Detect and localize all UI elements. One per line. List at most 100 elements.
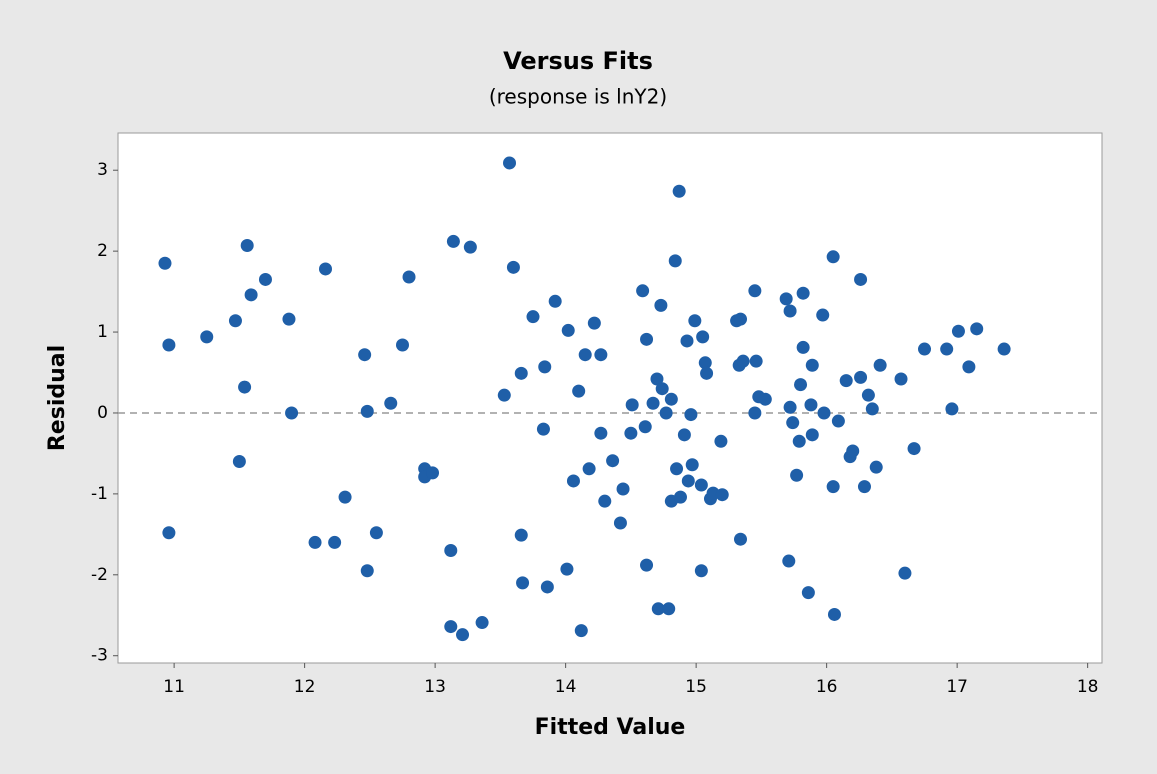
- data-point: [402, 270, 416, 284]
- data-point: [646, 396, 660, 410]
- data-point: [805, 428, 819, 442]
- data-point: [574, 624, 588, 638]
- data-point: [918, 342, 932, 356]
- data-point: [238, 380, 252, 394]
- data-point: [854, 272, 868, 286]
- data-point: [625, 398, 639, 412]
- data-point: [673, 490, 687, 504]
- data-point: [894, 372, 908, 386]
- data-point: [681, 474, 695, 488]
- data-point: [826, 250, 840, 264]
- data-point: [446, 234, 460, 248]
- data-point: [831, 414, 845, 428]
- data-point: [444, 620, 458, 634]
- data-point: [162, 338, 176, 352]
- data-point: [869, 460, 883, 474]
- data-point: [338, 490, 352, 504]
- data-point: [540, 580, 554, 594]
- y-tick-label: 1: [97, 322, 108, 342]
- data-point: [854, 370, 868, 384]
- data-point: [749, 354, 763, 368]
- data-point: [794, 378, 808, 392]
- data-point: [548, 294, 562, 308]
- data-point: [748, 284, 762, 298]
- data-point: [640, 558, 654, 572]
- data-point: [650, 372, 664, 386]
- x-tick-label: 16: [816, 677, 838, 697]
- data-point: [786, 416, 800, 430]
- data-point: [594, 348, 608, 362]
- data-point: [319, 262, 333, 276]
- x-tick-label: 15: [685, 677, 707, 697]
- data-point: [578, 348, 592, 362]
- data-point: [560, 562, 574, 576]
- data-point: [285, 406, 299, 420]
- data-point: [638, 420, 652, 434]
- data-point: [970, 322, 984, 336]
- data-point: [714, 434, 728, 448]
- data-point: [503, 156, 517, 170]
- data-point: [426, 466, 440, 480]
- data-point: [783, 304, 797, 318]
- data-point: [801, 586, 815, 600]
- data-point: [308, 535, 322, 549]
- data-point: [736, 354, 750, 368]
- y-axis-label: Residual: [45, 345, 70, 451]
- data-point: [456, 628, 470, 642]
- data-point: [898, 566, 912, 580]
- data-point: [613, 516, 627, 530]
- data-point: [162, 526, 176, 540]
- data-point: [640, 332, 654, 346]
- data-point: [384, 396, 398, 410]
- data-point: [962, 360, 976, 374]
- data-point: [696, 330, 710, 344]
- data-point: [662, 602, 676, 616]
- data-point: [624, 426, 638, 440]
- data-point: [792, 434, 806, 448]
- data-point: [758, 392, 772, 406]
- data-point: [536, 422, 550, 436]
- data-point: [158, 256, 172, 270]
- x-tick-label: 12: [294, 677, 316, 697]
- y-tick-label: 2: [97, 241, 108, 261]
- data-point: [817, 406, 831, 420]
- data-point: [857, 480, 871, 494]
- data-point: [526, 310, 540, 324]
- data-point: [997, 342, 1011, 356]
- data-point: [790, 468, 804, 482]
- data-point: [651, 602, 665, 616]
- data-point: [395, 338, 409, 352]
- data-point: [796, 340, 810, 354]
- data-point: [694, 564, 708, 578]
- data-point: [228, 314, 242, 328]
- data-point: [684, 408, 698, 422]
- x-tick-label: 13: [424, 677, 446, 697]
- data-point: [566, 474, 580, 488]
- data-point: [783, 400, 797, 414]
- data-point: [826, 480, 840, 494]
- data-point: [561, 323, 575, 337]
- data-point: [873, 358, 887, 372]
- data-point: [715, 488, 729, 502]
- data-point: [839, 374, 853, 388]
- data-point: [516, 576, 530, 590]
- y-tick-label: -2: [91, 565, 108, 585]
- data-point: [514, 528, 528, 542]
- data-point: [700, 366, 714, 380]
- data-point: [945, 402, 959, 416]
- data-point: [861, 388, 875, 402]
- chart-subtitle: (response is lnY2): [489, 85, 667, 109]
- data-point: [804, 398, 818, 412]
- data-point: [475, 616, 489, 630]
- y-tick-label: -3: [91, 646, 108, 666]
- data-point: [616, 482, 630, 496]
- data-point: [685, 458, 699, 472]
- x-axis-label: Fitted Value: [535, 715, 686, 740]
- data-point: [782, 554, 796, 568]
- plot-area: [117, 132, 1103, 664]
- data-point: [734, 532, 748, 546]
- y-tick-label: -1: [91, 484, 108, 504]
- data-point: [940, 342, 954, 356]
